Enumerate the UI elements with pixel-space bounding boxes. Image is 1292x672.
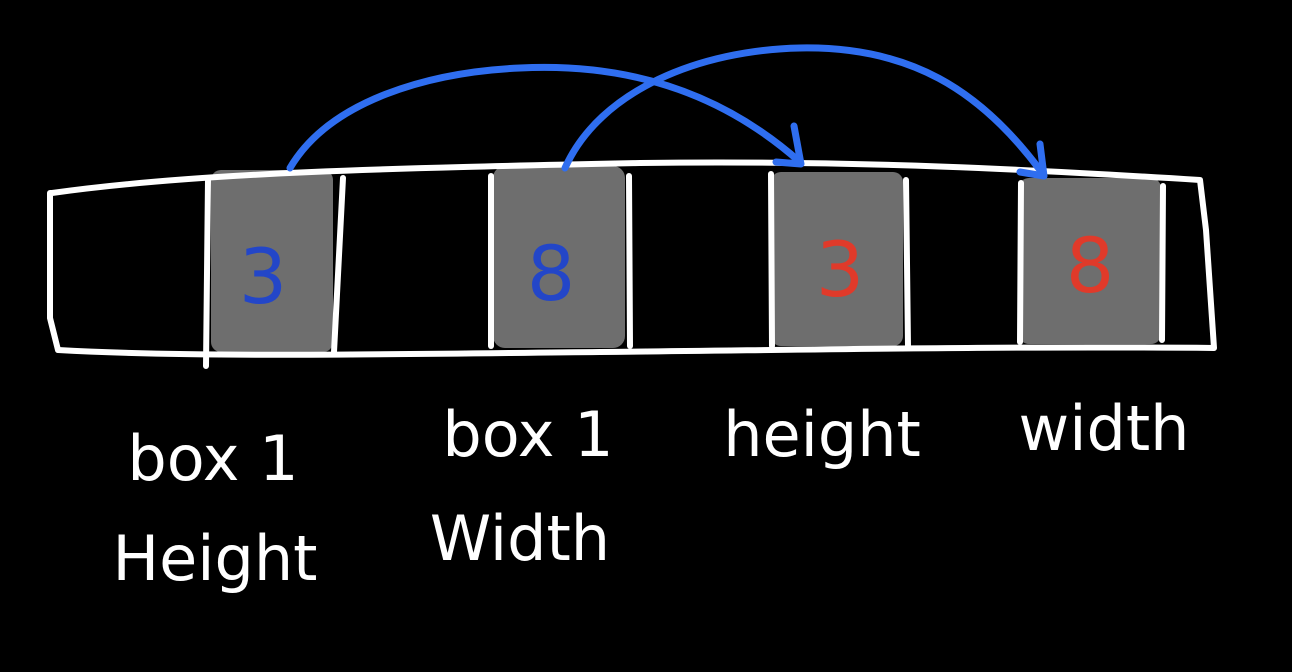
divider-line [331,175,346,355]
cell-2-fill [771,172,903,346]
array-outline [47,159,1217,358]
divider-line [768,171,775,349]
cell-1-fill [493,166,625,348]
divider-line [626,173,633,349]
copy-arrow-1 [561,44,1044,174]
label-1-line2: Width [430,502,610,575]
cell-value-3: 8 [1066,221,1114,310]
arrowhead-icon [1016,140,1048,180]
label-0-line2: Height [113,522,318,595]
label-2: height [723,398,921,471]
divider-line [1159,183,1166,343]
label-0-line1: box 1 [127,422,298,495]
arrowhead-icon [772,122,805,168]
divider-line [903,177,911,349]
cell-0-fill [211,170,333,352]
copy-arrow-0 [286,63,804,172]
divider-line [1017,180,1024,345]
cell-value-0: 3 [239,232,287,321]
label-3: width [1019,392,1190,465]
cell-value-2: 3 [816,225,864,314]
cell-3-fill [1019,178,1161,344]
cell-value-1: 8 [527,229,575,318]
divider-line [203,177,211,369]
label-1-line1: box 1 [442,398,613,471]
